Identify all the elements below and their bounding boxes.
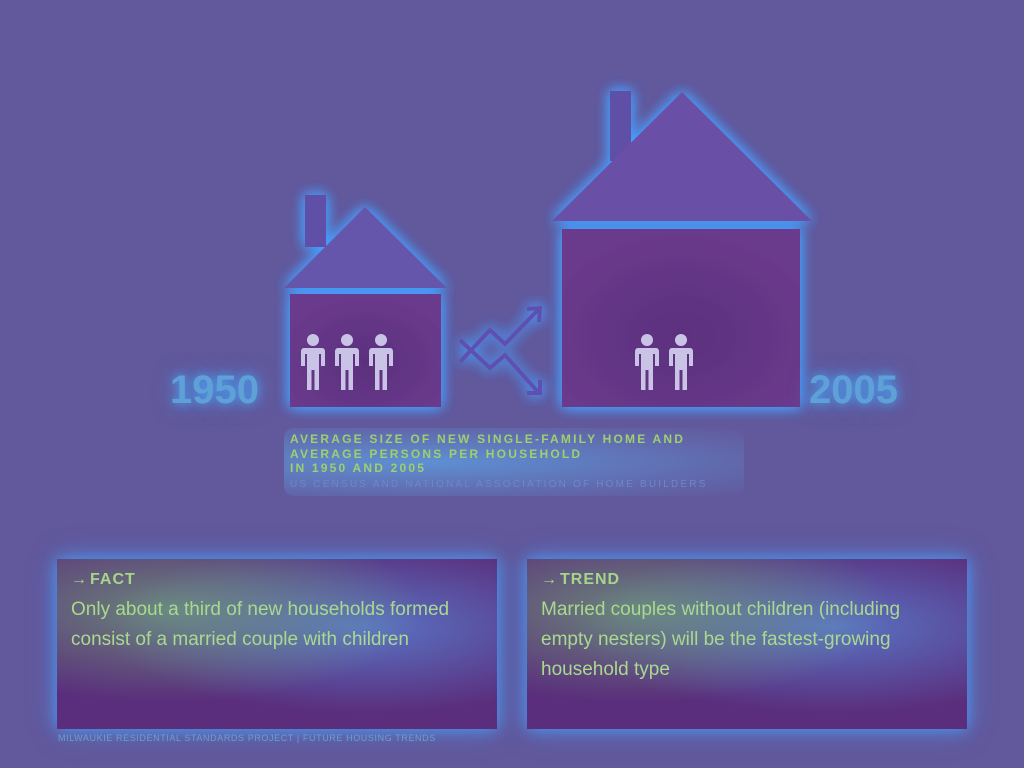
arrow-right-icon: → [71,571,88,588]
figure-caption: AVERAGE SIZE OF NEW SINGLE-FAMILY HOME A… [284,428,744,496]
caption-line: AVERAGE PERSONS PER HOUSEHOLD [290,446,583,461]
trend-body: Married couples without children (includ… [541,599,901,680]
caption-line: AVERAGE SIZE OF NEW SINGLE-FAMILY HOME A… [290,432,686,446]
trend-heading-label: TREND [560,571,621,588]
trend-heading: → TREND [541,571,953,589]
caption-line: IN 1950 AND 2005 [290,461,427,475]
footer: MILWAUKIE RESIDENTIAL STANDARDS PROJECT … [58,733,436,743]
fact-heading: → FACT [71,571,483,589]
year-2005-label: 2005 [809,368,898,412]
caption-source: US CENSUS AND NATIONAL ASSOCIATION OF HO… [290,478,708,490]
fact-body: Only about a third of new households for… [71,599,450,650]
trend-panel: → TREND Married couples without children… [527,559,967,729]
housing-illustration [284,91,812,407]
arrow-right-icon: → [541,571,558,588]
large-house-icon [552,91,812,407]
fact-heading-label: FACT [90,571,136,588]
crossing-trend-arrows-icon [458,305,543,395]
year-1950-label: 1950 [170,368,259,412]
fact-panel: → FACT Only about a third of new househo… [57,559,497,729]
